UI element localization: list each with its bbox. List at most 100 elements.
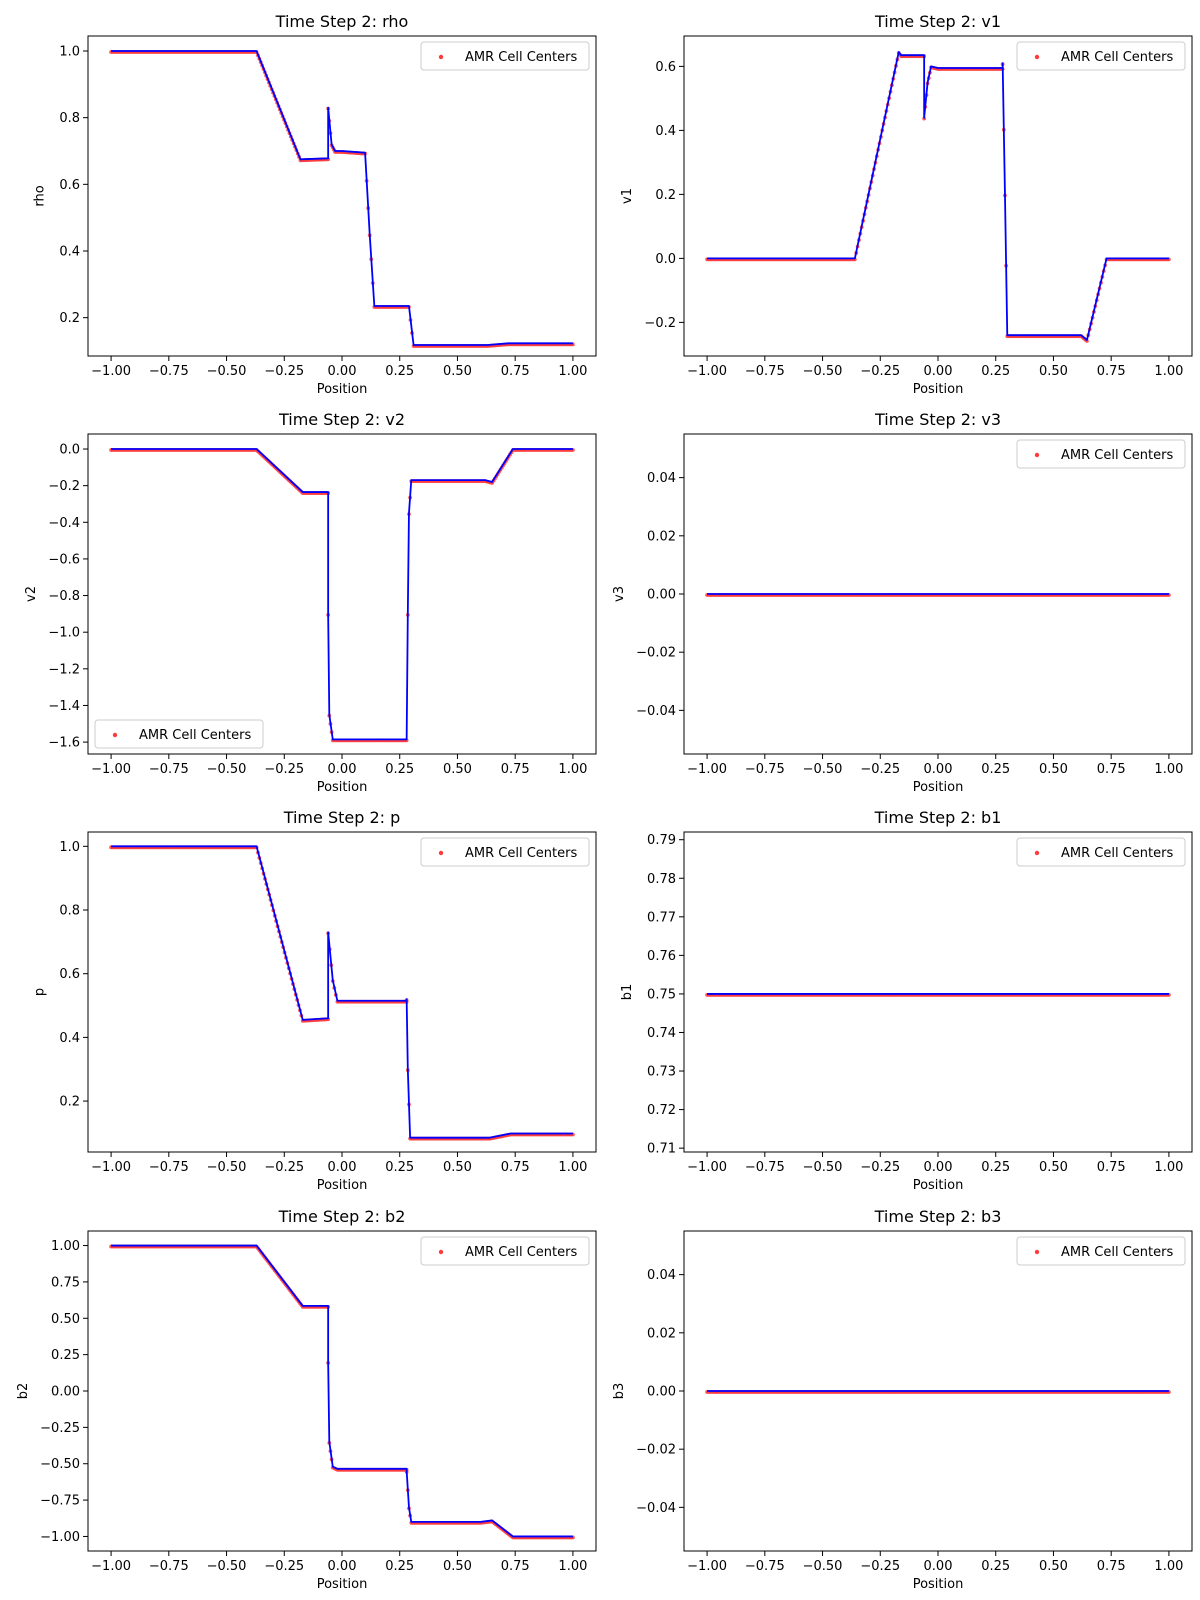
chart-v3-ytick-label: −0.04 xyxy=(636,704,676,719)
chart-b2-ytick-label: 0.50 xyxy=(51,1312,80,1327)
chart-b1-ytick-label: 0.78 xyxy=(647,872,676,887)
chart-rho-legend-box xyxy=(420,41,590,71)
chart-p-series-line xyxy=(111,845,573,1139)
chart-rho-ytick-label: 0.6 xyxy=(59,178,80,193)
chart-p-legend-label: AMR Cell Centers xyxy=(465,846,577,861)
chart-b1-panel: Time Step 2: b1 −1.00 −0.75 −0.50 −0.25 0.00 0… xyxy=(620,808,1193,1193)
chart-p-xtick-label: 0.25 xyxy=(385,1160,414,1175)
chart-v2-panel: Time Step 2: v2 −1.00 −0.75 −0.50 −0.25 0.00 0… xyxy=(24,410,597,795)
chart-b3-legend-marker xyxy=(1034,1249,1040,1255)
chart-b2-ytick-label: −0.75 xyxy=(40,1494,80,1509)
chart-v3-xtick-label: 0.25 xyxy=(981,762,1010,777)
chart-v2-ytick-label: −1.0 xyxy=(48,626,80,641)
chart-v3-xtick-label: 1.00 xyxy=(1154,762,1183,777)
chart-v2-legend: AMR Cell Centers xyxy=(94,719,264,749)
chart-b2-legend-label: AMR Cell Centers xyxy=(465,1245,577,1260)
chart-p-panel: Time Step 2: p −1.00 −0.75 −0.50 −0.25 0.00 0.… xyxy=(32,808,597,1193)
chart-b3-xlabel: Position xyxy=(913,1577,964,1592)
chart-v2-ytick-label: −1.4 xyxy=(48,699,80,714)
chart-b2-xtick-label: 1.00 xyxy=(558,1559,587,1574)
chart-p-xtick-label: 0.00 xyxy=(328,1160,357,1175)
chart-v3-ytick-label: −0.02 xyxy=(636,646,676,661)
chart-rho-ytick-label: 0.4 xyxy=(59,245,80,260)
chart-b1-xtick-label: 0.00 xyxy=(924,1160,953,1175)
chart-p-xtick-label: 0.75 xyxy=(501,1160,530,1175)
chart-rho-points xyxy=(109,50,575,348)
chart-p-ytick-label: 0.2 xyxy=(59,1095,80,1110)
chart-v3-plot-area xyxy=(705,593,1171,597)
chart-b3-legend: AMR Cell Centers xyxy=(1016,1236,1186,1266)
chart-b2-ylabel: b2 xyxy=(16,1383,31,1400)
chart-b1-xtick-label: −0.75 xyxy=(745,1160,785,1175)
chart-v3-ylabel: v3 xyxy=(612,586,627,602)
chart-rho-panel: Time Step 2: rho −1.00 −0.75 −0.50 −0.25 0.00… xyxy=(32,12,597,397)
chart-b3-legend-label: AMR Cell Centers xyxy=(1061,1245,1173,1260)
chart-rho-xtick-label: −0.75 xyxy=(149,364,189,379)
chart-p-ytick-label: 0.8 xyxy=(59,904,80,919)
chart-v1-series-line xyxy=(707,51,1169,341)
chart-v1-point xyxy=(922,116,927,121)
chart-rho-ytick-label: 1.0 xyxy=(59,45,80,60)
chart-b2-xtick-label: −1.00 xyxy=(91,1559,131,1574)
chart-p-xtick-label: −0.50 xyxy=(207,1160,247,1175)
chart-b2-legend-marker xyxy=(438,1249,444,1255)
chart-v2-xtick-label: 0.75 xyxy=(501,762,530,777)
chart-p-ytick-label: 0.4 xyxy=(59,1031,80,1046)
chart-b3-ytick-label: 0.04 xyxy=(647,1268,676,1283)
chart-b1-xtick-label: 0.75 xyxy=(1097,1160,1126,1175)
chart-b3-xtick-label: 1.00 xyxy=(1154,1559,1183,1574)
chart-v3-ytick-label: 0.04 xyxy=(647,471,676,486)
chart-b3-frame xyxy=(683,1230,1193,1552)
chart-v1-xtick-label: 1.00 xyxy=(1154,364,1183,379)
chart-v2-xlabel: Position xyxy=(317,780,368,795)
chart-b1-ytick-label: 0.79 xyxy=(647,833,676,848)
chart-v2-ylabel: v2 xyxy=(24,586,39,602)
chart-b1-xtick-label: −0.50 xyxy=(803,1160,843,1175)
chart-b3-xtick-label: 0.50 xyxy=(1039,1559,1068,1574)
chart-b1-xtick-label: −0.25 xyxy=(860,1160,900,1175)
chart-b3-ytick-label: 0.00 xyxy=(647,1385,676,1400)
chart-rho-title: Time Step 2: rho xyxy=(275,12,409,31)
chart-v1-ytick-label: 0.0 xyxy=(655,252,676,267)
chart-b1-plot-area xyxy=(705,993,1171,997)
chart-v2-title: Time Step 2: v2 xyxy=(278,410,405,429)
chart-b3-legend-box xyxy=(1016,1236,1186,1266)
chart-b3-xtick-label: 0.75 xyxy=(1097,1559,1126,1574)
chart-b1-xtick-label: 0.25 xyxy=(981,1160,1010,1175)
chart-b1-legend-box xyxy=(1016,837,1186,867)
chart-b3-xtick-label: −1.00 xyxy=(687,1559,727,1574)
chart-rho-xtick-label: −0.25 xyxy=(264,364,304,379)
chart-b2-panel: Time Step 2: b2 −1.00 −0.75 −0.50 −0.25 0.00 0… xyxy=(16,1207,597,1592)
chart-v1-legend-label: AMR Cell Centers xyxy=(1061,50,1173,65)
chart-b3-xtick-label: −0.25 xyxy=(860,1559,900,1574)
chart-b1-ytick-label: 0.77 xyxy=(647,910,676,925)
chart-b2-legend-box xyxy=(420,1236,590,1266)
chart-b3-xtick-label: 0.25 xyxy=(981,1559,1010,1574)
chart-v2-ytick-label: 0.0 xyxy=(59,443,80,458)
chart-v2-ytick-label: −0.2 xyxy=(48,479,80,494)
chart-b2-ytick-label: 0.75 xyxy=(51,1275,80,1290)
chart-v1-ytick-label: 0.2 xyxy=(655,188,676,203)
chart-b3-xtick-label: 0.00 xyxy=(924,1559,953,1574)
chart-v1-xtick-label: 0.25 xyxy=(981,364,1010,379)
chart-b1-ytick-label: 0.72 xyxy=(647,1103,676,1118)
chart-b2-frame xyxy=(87,1230,597,1552)
chart-p-plot-area xyxy=(109,845,575,1141)
chart-v1-title: Time Step 2: v1 xyxy=(874,12,1001,31)
chart-rho-xtick-label: 1.00 xyxy=(558,364,587,379)
chart-v2-xtick-label: −0.25 xyxy=(264,762,304,777)
chart-b2-ytick-label: 0.25 xyxy=(51,1348,80,1363)
chart-v1-ytick-label: 0.4 xyxy=(655,124,676,139)
chart-b2-ytick-label: 1.00 xyxy=(51,1239,80,1254)
chart-p-frame xyxy=(87,831,597,1153)
chart-rho-legend-marker xyxy=(438,54,444,60)
chart-b3-ytick-label: −0.04 xyxy=(636,1501,676,1516)
chart-p-ytick-label: 0.6 xyxy=(59,967,80,982)
chart-rho-xtick-label: −1.00 xyxy=(91,364,131,379)
chart-b3-ytick-label: −0.02 xyxy=(636,1443,676,1458)
chart-rho-xtick-label: 0.50 xyxy=(443,364,472,379)
chart-p-xtick-label: 1.00 xyxy=(558,1160,587,1175)
chart-b2-plot-area xyxy=(109,1244,575,1540)
chart-b2-ytick-label: −0.50 xyxy=(40,1457,80,1472)
chart-rho-plot-area xyxy=(109,50,575,348)
